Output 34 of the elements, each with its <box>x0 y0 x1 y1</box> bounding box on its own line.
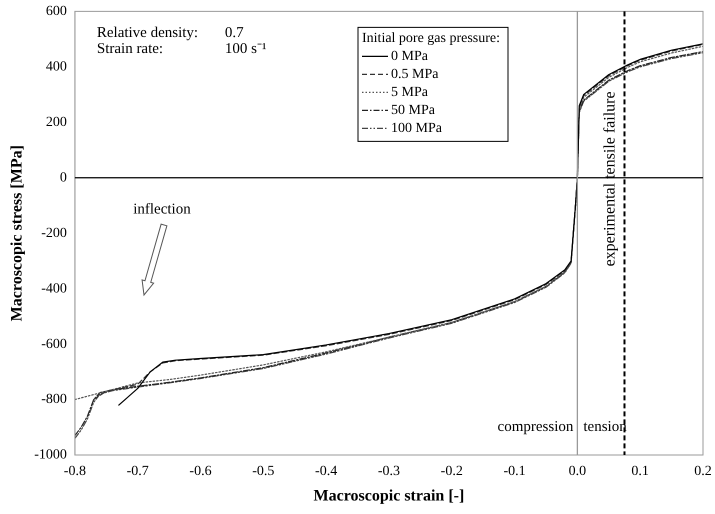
y-tick-label: 400 <box>46 60 67 75</box>
annotation: tension <box>583 419 628 436</box>
text: Relative density: 0.7 <box>96 24 244 41</box>
y-axis-title: Macroscopic stress [MPa] <box>8 145 26 322</box>
legend-title: Initial pore gas pressure: <box>362 31 500 46</box>
x-tick-label: -0.7 <box>126 464 149 480</box>
x-tick-label: 0.1 <box>631 464 649 480</box>
y-tick-label: -1000 <box>34 448 67 463</box>
legend-label: 50 MPa <box>391 103 436 118</box>
annotation: inflection <box>133 202 192 218</box>
y-tick-label: -200 <box>41 226 67 241</box>
x-tick-label: -0.2 <box>440 464 463 480</box>
x-tick-label: -0.4 <box>315 464 338 480</box>
x-tick-label: 0.2 <box>694 464 712 480</box>
y-tick-label: -800 <box>41 392 67 408</box>
text: Strain rate: 100 s⁻¹ <box>96 40 266 57</box>
x-tick-label: -0.3 <box>378 464 400 480</box>
x-tick-label: -0.8 <box>64 464 86 480</box>
y-tick-label: 600 <box>46 4 67 20</box>
legend-label: 0 MPa <box>391 49 429 64</box>
legend-label: 0.5 MPa <box>391 67 440 82</box>
x-tick-label: -0.1 <box>503 464 526 480</box>
y-tick-label: 200 <box>46 114 67 130</box>
x-tick-label: -0.5 <box>252 464 274 480</box>
annotation: compression <box>498 419 574 436</box>
x-tick-label: -0.6 <box>189 464 212 480</box>
x-axis-title: Macroscopic strain [-] <box>314 488 464 505</box>
legend-label: 100 MPa <box>391 121 443 136</box>
y-tick-label: 0 <box>60 170 67 186</box>
y-tick-label: -600 <box>41 336 67 352</box>
y-tick-label: -400 <box>41 281 67 296</box>
legend-label: 5 MPa <box>391 85 429 100</box>
x-tick-label: 0.0 <box>568 464 586 480</box>
ref-line-label: experimental tensile failure <box>602 91 619 266</box>
